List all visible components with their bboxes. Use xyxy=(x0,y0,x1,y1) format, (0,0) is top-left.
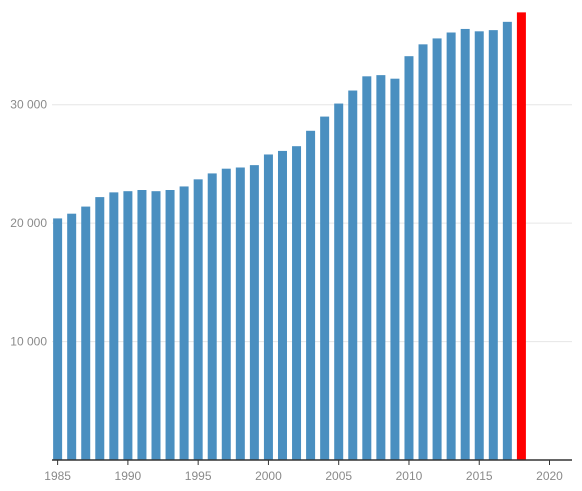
bar xyxy=(81,206,91,460)
x-tick-label: 1995 xyxy=(185,469,212,483)
bar xyxy=(320,116,330,460)
x-tick-label: 2010 xyxy=(396,469,423,483)
bar xyxy=(263,154,273,460)
bar xyxy=(53,218,63,460)
bar xyxy=(95,197,105,460)
bar xyxy=(348,90,358,461)
bar xyxy=(362,76,372,460)
bar xyxy=(334,103,344,460)
y-tick-label: 20 000 xyxy=(10,216,47,230)
x-tick-label: 1985 xyxy=(44,469,71,483)
bars xyxy=(53,12,526,461)
bar xyxy=(488,30,498,460)
bar xyxy=(137,190,147,460)
bar xyxy=(446,32,456,460)
y-tick-label: 10 000 xyxy=(10,335,47,349)
bar xyxy=(193,179,203,460)
x-tick-label: 2005 xyxy=(325,469,352,483)
bar xyxy=(432,38,442,460)
x-tick-label: 1990 xyxy=(115,469,142,483)
bar xyxy=(249,165,259,460)
bar xyxy=(221,168,231,460)
bar xyxy=(502,21,512,461)
axes xyxy=(52,459,572,465)
bar xyxy=(474,31,484,460)
y-tick-label: 30 000 xyxy=(10,98,47,112)
bar xyxy=(179,186,189,460)
bar xyxy=(151,191,161,460)
bar xyxy=(165,190,175,460)
bar-highlighted xyxy=(516,12,526,461)
bar xyxy=(390,78,400,461)
x-tick-label: 2015 xyxy=(466,469,493,483)
bar xyxy=(67,213,77,460)
bar xyxy=(418,44,428,461)
bar xyxy=(404,56,414,461)
bar xyxy=(277,150,287,460)
tick-labels: 10 000 20 000 30 000 1985 1990 1995 2000 2005 20… xyxy=(10,98,563,483)
bar xyxy=(123,191,133,460)
bar xyxy=(376,75,386,460)
bar xyxy=(306,130,316,460)
bar xyxy=(207,173,217,460)
bar xyxy=(235,167,245,460)
bar xyxy=(292,146,302,460)
x-tick-label: 2020 xyxy=(536,469,563,483)
bar xyxy=(460,28,470,461)
x-tick-label: 2000 xyxy=(255,469,282,483)
bar xyxy=(109,192,119,461)
